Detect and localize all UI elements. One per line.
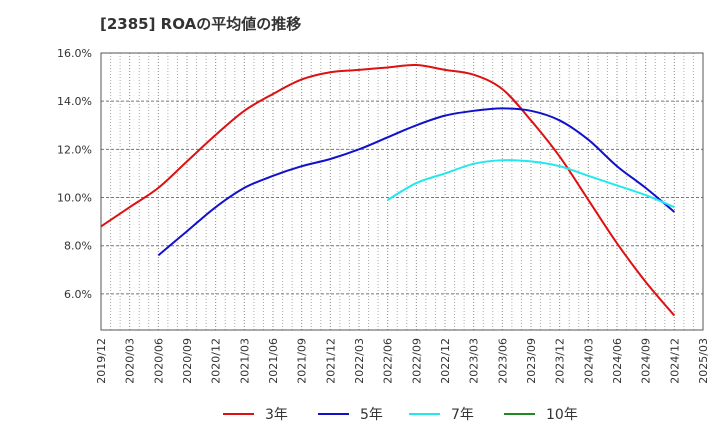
x-tick-label: 2022/09: [410, 338, 423, 384]
x-tick-label: 2021/06: [267, 338, 280, 384]
legend-label: 5年: [360, 407, 383, 423]
x-tick-label: 2022/06: [382, 338, 395, 384]
legend-label: 3年: [265, 407, 288, 423]
x-tick-label: 2025/03: [697, 338, 710, 384]
x-tick-label: 2020/09: [181, 338, 194, 384]
series-line-3年: [100, 63, 676, 317]
x-tick-label: 2023/03: [468, 338, 481, 384]
legend-item-7年: 7年: [409, 407, 474, 423]
y-tick-label: 16.0%: [57, 47, 92, 60]
legend-item-10年: 10年: [504, 407, 578, 423]
legend-item-3年: 3年: [223, 407, 288, 423]
y-tick-label: 6.0%: [64, 288, 92, 301]
x-tick-label: 2021/09: [296, 338, 309, 384]
legend: 3年 5年 7年 10年: [223, 407, 578, 423]
x-axis-ticks: 2019/12 2020/03 2020/06 2020/09 2020/12 2021/…: [95, 338, 710, 384]
series-lines: [100, 63, 676, 317]
y-tick-label: 12.0%: [57, 143, 92, 156]
y-tick-label: 14.0%: [57, 95, 92, 108]
x-tick-label: 2022/03: [353, 338, 366, 384]
x-tick-label: 2024/06: [611, 338, 624, 384]
legend-item-5年: 5年: [318, 407, 383, 423]
x-tick-label: 2020/03: [124, 338, 137, 384]
x-tick-label: 2020/12: [210, 338, 223, 384]
series-line-5年: [157, 107, 675, 257]
x-tick-label: 2023/09: [525, 338, 538, 384]
x-tick-label: 2021/12: [324, 338, 337, 384]
plot-frame: [100, 52, 704, 331]
x-tick-label: 2021/03: [238, 338, 251, 384]
x-tick-label: 2024/09: [640, 338, 653, 384]
x-tick-label: 2024/12: [668, 338, 681, 384]
y-tick-label: 10.0%: [57, 192, 92, 205]
x-tick-label: 2024/03: [582, 338, 595, 384]
series-line-7年: [387, 159, 675, 209]
y-axis-ticks: 6.0% 8.0% 10.0% 12.0% 14.0% 16.0%: [57, 47, 92, 301]
chart-title: [2385] ROAの平均値の推移: [100, 15, 302, 33]
x-tick-label: 2019/12: [95, 338, 108, 384]
x-tick-label: 2022/12: [439, 338, 452, 384]
x-tick-label: 2023/06: [496, 338, 509, 384]
x-tick-label: 2020/06: [152, 338, 165, 384]
legend-label: 7年: [451, 407, 474, 423]
y-tick-label: 8.0%: [64, 240, 92, 253]
grid-lines: [101, 53, 703, 330]
legend-label: 10年: [546, 407, 578, 423]
x-tick-label: 2023/12: [554, 338, 567, 384]
